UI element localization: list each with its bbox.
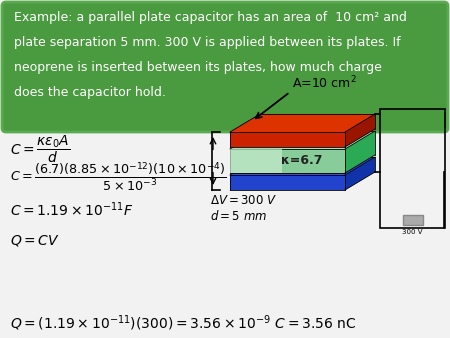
Text: Example: a parallel plate capacitor has an area of  10 cm² and: Example: a parallel plate capacitor has … <box>14 11 407 24</box>
Text: $Q = CV$: $Q = CV$ <box>10 233 60 248</box>
Polygon shape <box>230 149 345 173</box>
Bar <box>402 215 423 225</box>
Text: A=10 cm$^2$: A=10 cm$^2$ <box>292 74 357 91</box>
Polygon shape <box>230 149 282 173</box>
Text: plate separation 5 mm. 300 V is applied between its plates. If: plate separation 5 mm. 300 V is applied … <box>14 36 400 49</box>
Polygon shape <box>345 131 375 173</box>
Bar <box>380 109 445 228</box>
Text: $C = \dfrac{(6.7)(8.85\times10^{-12})(10\times10^{-4})}{5\times10^{-3}}$: $C = \dfrac{(6.7)(8.85\times10^{-12})(10… <box>10 160 227 193</box>
Polygon shape <box>230 175 345 190</box>
Text: neoprene is inserted between its plates, how much charge: neoprene is inserted between its plates,… <box>14 61 382 74</box>
Polygon shape <box>345 157 375 190</box>
Text: 300 V: 300 V <box>402 229 423 235</box>
FancyBboxPatch shape <box>2 2 448 132</box>
Text: $Q = \left(1.19\times10^{-11}\right)\left(300\right) = 3.56\times10^{-9}\ C = 3.: $Q = \left(1.19\times10^{-11}\right)\lef… <box>10 313 356 333</box>
Text: $C = 1.19\times10^{-11}F$: $C = 1.19\times10^{-11}F$ <box>10 200 134 219</box>
Polygon shape <box>345 114 375 147</box>
Text: $\Delta V=300\ V$
$d=5\ mm$: $\Delta V=300\ V$ $d=5\ mm$ <box>210 194 278 223</box>
Polygon shape <box>230 157 375 175</box>
Text: $C = \dfrac{\kappa\varepsilon_0 A}{d}$: $C = \dfrac{\kappa\varepsilon_0 A}{d}$ <box>10 133 71 165</box>
Polygon shape <box>230 131 375 149</box>
Text: does the capacitor hold.: does the capacitor hold. <box>14 86 166 99</box>
Polygon shape <box>230 114 375 132</box>
Text: κ=6.7: κ=6.7 <box>280 154 322 168</box>
Polygon shape <box>230 132 345 147</box>
